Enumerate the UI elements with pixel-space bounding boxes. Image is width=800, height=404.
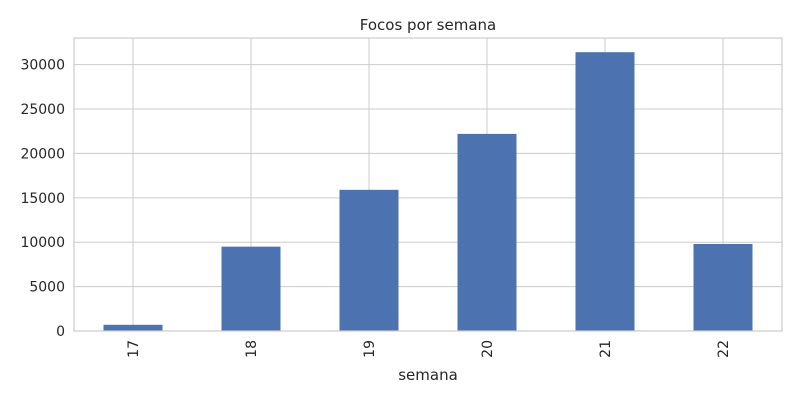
x-tick-label: 21 bbox=[598, 340, 614, 358]
x-tick-label: 20 bbox=[480, 340, 496, 358]
bar-semana-18 bbox=[221, 246, 281, 331]
y-tick-label: 15000 bbox=[20, 191, 65, 207]
y-tick-label: 5000 bbox=[29, 280, 65, 296]
x-tick-label: 18 bbox=[244, 340, 260, 358]
bars bbox=[103, 52, 753, 332]
bar-semana-19 bbox=[339, 189, 399, 331]
bar-semana-17 bbox=[103, 324, 163, 331]
grid bbox=[74, 38, 782, 332]
y-tick-label: 30000 bbox=[20, 58, 65, 74]
x-tick-label: 17 bbox=[126, 340, 142, 358]
y-tick-label: 25000 bbox=[20, 102, 65, 118]
x-axis-ticks: 17 18 19 20 21 22 bbox=[126, 340, 732, 358]
chart-title: Focos por semana bbox=[360, 16, 496, 34]
y-tick-label: 20000 bbox=[20, 146, 65, 162]
plot-frame bbox=[73, 37, 783, 332]
bar-semana-21 bbox=[575, 52, 635, 332]
y-axis-ticks: 0 5000 10000 15000 20000 25000 30000 bbox=[20, 58, 65, 340]
x-axis-label: semana bbox=[398, 366, 458, 384]
bar-semana-20 bbox=[457, 133, 517, 331]
y-tick-label: 10000 bbox=[20, 235, 65, 251]
bar-semana-22 bbox=[693, 243, 753, 331]
x-tick-label: 22 bbox=[716, 340, 732, 358]
x-tick-label: 19 bbox=[362, 340, 378, 358]
y-tick-label: 0 bbox=[56, 324, 65, 340]
